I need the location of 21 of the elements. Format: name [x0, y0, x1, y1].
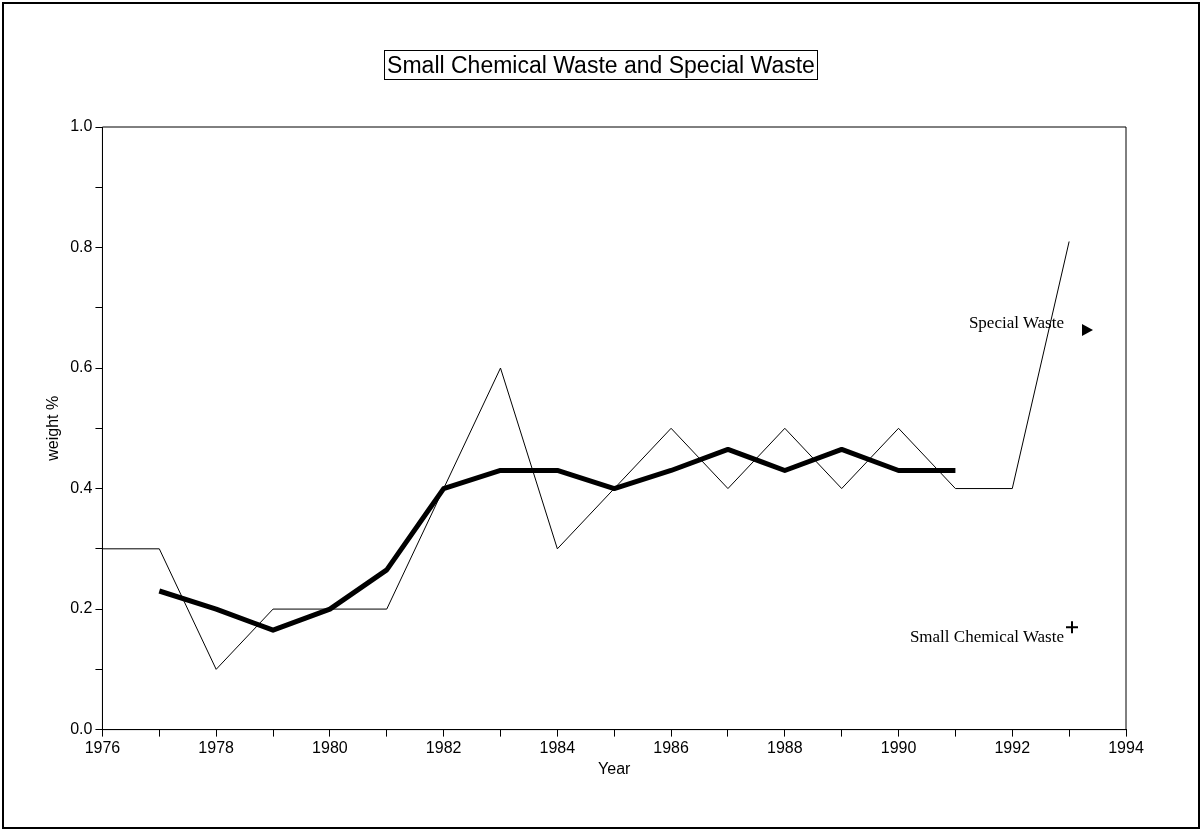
chart-title: Small Chemical Waste and Special Waste	[384, 50, 818, 80]
y-tick-label: 0.2	[70, 599, 93, 617]
y-tick-label: 0.0	[70, 720, 93, 738]
y-tick-label: 0.4	[70, 478, 93, 496]
legend-label: Special Waste	[968, 313, 1064, 333]
x-tick-label: 1984	[539, 738, 576, 756]
x-tick-label: 1982	[425, 738, 462, 756]
x-tick-label: 1980	[312, 738, 348, 756]
x-tick-label: 1992	[994, 738, 1031, 756]
y-tick-label: 1.0	[70, 117, 93, 135]
x-tick-label: 1976	[84, 738, 121, 756]
x-tick-label: 1990	[880, 738, 917, 756]
x-tick-label: 1986	[653, 738, 689, 756]
x-axis-title: Year	[598, 759, 632, 777]
y-tick-label: 0.6	[70, 358, 93, 376]
x-tick-label: 1994	[1108, 738, 1144, 756]
y-axis-title: weight %	[44, 395, 62, 462]
x-tick-label: 1978	[198, 738, 235, 756]
y-tick-label: 0.8	[70, 237, 93, 255]
x-tick-label: 1988	[767, 738, 803, 756]
legend-label: Small Chemical Waste	[909, 626, 1064, 646]
